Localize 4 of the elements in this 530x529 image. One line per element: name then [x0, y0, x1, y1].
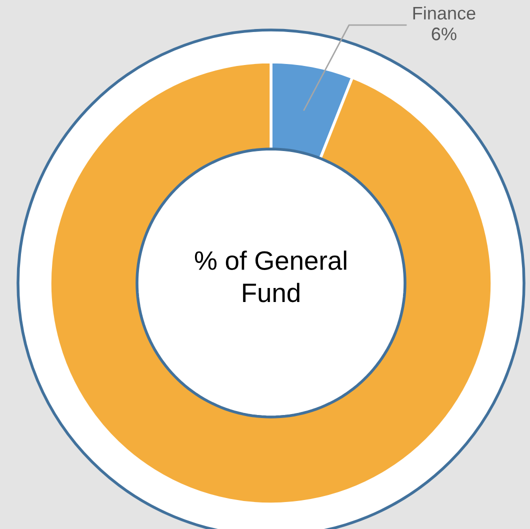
data-label: 6%: [432, 28, 456, 40]
text: % of General Fund: [194, 250, 346, 302]
donut-slice: [48, 60, 494, 506]
slice-label: Finance: [413, 6, 476, 20]
